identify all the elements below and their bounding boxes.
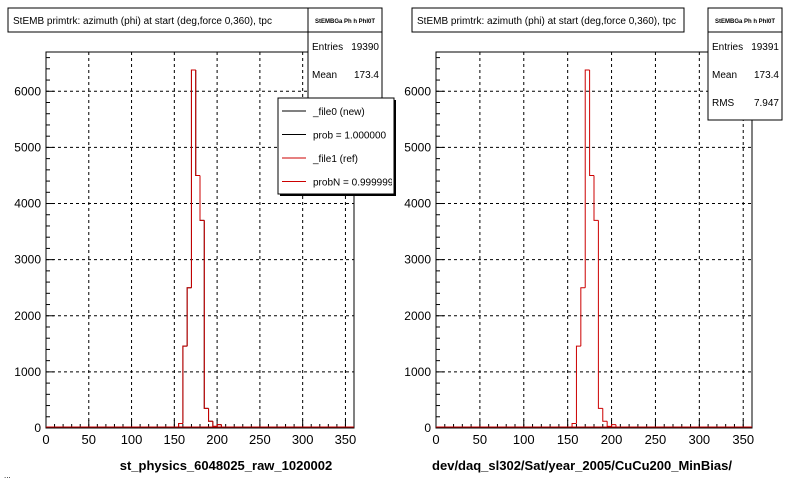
y-tick-label: 0 — [424, 421, 431, 435]
histogram-bin — [589, 69, 594, 176]
histogram-bin — [182, 345, 188, 424]
stats-label: Mean — [712, 70, 737, 81]
histogram-bin — [178, 423, 183, 427]
histogram-bin — [580, 287, 586, 347]
histogram-bin — [212, 421, 218, 427]
y-tick-label: 1000 — [14, 365, 41, 379]
histogram-bin — [575, 345, 581, 424]
y-tick-label: 0 — [34, 421, 41, 435]
x-tick-label: 0 — [432, 432, 439, 447]
x-tick-label: 350 — [732, 432, 754, 447]
stats-value: 173.4 — [354, 70, 379, 81]
stats-label: Entries — [312, 42, 343, 53]
stats-label: RMS — [712, 98, 735, 109]
y-tick-label: 2000 — [14, 309, 41, 323]
histogram-series-2 — [46, 69, 354, 428]
x-tick-label: 200 — [601, 432, 623, 447]
stats-name: StEMBGa Ph h PhI0T — [715, 19, 775, 25]
histogram-bin — [186, 287, 192, 347]
x-tick-label: 100 — [513, 432, 535, 447]
stats-value: 19390 — [351, 42, 379, 53]
y-tick-label: 4000 — [404, 197, 431, 211]
y-tick-label: 1000 — [404, 365, 431, 379]
stats-name: StEMBGa Ph h PhI0T — [315, 19, 375, 25]
stats-label: Mean — [312, 70, 337, 81]
x-tick-label: 50 — [82, 432, 96, 447]
x-tick-label: 300 — [292, 432, 314, 447]
x-tick-label: 50 — [473, 432, 487, 447]
legend-label: probN = 0.999999 — [313, 178, 394, 189]
histogram-panel-1: 0 50 100 150 200 250 300 350 0 1000 2000 3000 4000 50… — [7, 7, 396, 473]
legend-box — [277, 97, 395, 195]
stats-value: 173.4 — [754, 70, 779, 81]
x-tick-label: 150 — [557, 432, 579, 447]
legend-label: prob = 1.000000 — [313, 131, 387, 142]
histogram-bin — [602, 408, 608, 422]
x-axis-label: dev/daq_sl302/Sat/year_2005/CuCu200_MinB… — [432, 458, 732, 473]
histogram-series-1 — [436, 69, 752, 428]
histogram-bin — [615, 424, 621, 428]
histogram-bin — [611, 424, 616, 427]
y-tick-label: 6000 — [404, 84, 431, 98]
x-tick-label: 150 — [163, 432, 185, 447]
chart-title: StEMB primtrk: azimuth (phi) at start (d… — [417, 16, 676, 27]
x-tick-label: 300 — [688, 432, 710, 447]
x-axis-label: st_physics_6048025_raw_1020002 — [120, 458, 333, 473]
histogram-bin — [571, 423, 577, 427]
histogram-bin — [597, 220, 603, 409]
y-tick-label: 6000 — [14, 84, 41, 98]
histogram-bin — [606, 421, 612, 427]
x-tick-label: 0 — [42, 432, 49, 447]
histogram-bin — [220, 424, 226, 428]
footer-partial-text: ... — [4, 471, 11, 480]
title-box — [411, 7, 685, 33]
stats-value: 7.947 — [754, 98, 779, 109]
x-tick-label: 250 — [645, 432, 667, 447]
stats-box — [307, 7, 383, 99]
x-tick-label: 350 — [335, 432, 357, 447]
x-tick-label: 250 — [249, 432, 271, 447]
histogram-bin — [203, 220, 209, 409]
histogram-bin — [593, 175, 599, 221]
legend-label: _file0 (new) — [312, 107, 365, 118]
histogram-bin — [195, 69, 200, 176]
histogram-bin — [208, 408, 213, 422]
y-tick-label: 3000 — [404, 253, 431, 267]
stats-box — [707, 7, 783, 121]
y-tick-label: 5000 — [404, 140, 431, 154]
y-tick-label: 3000 — [14, 253, 41, 267]
y-tick-label: 4000 — [14, 197, 41, 211]
stats-value: 19391 — [751, 42, 779, 53]
histogram-bin — [190, 69, 196, 288]
x-tick-label: 200 — [206, 432, 228, 447]
histogram-panel-2: 0 50 100 150 200 250 300 350 0 1000 2000 3000 4000 50… — [404, 7, 783, 473]
y-tick-label: 5000 — [14, 140, 41, 154]
y-tick-label: 2000 — [404, 309, 431, 323]
histogram-bin — [216, 424, 222, 427]
histogram-bin — [199, 175, 205, 221]
x-tick-label: 100 — [121, 432, 143, 447]
legend-label: _file1 (ref) — [312, 154, 358, 165]
histogram-bin — [584, 69, 590, 288]
title-box — [7, 7, 311, 33]
chart-title: StEMB primtrk: azimuth (phi) at start (d… — [13, 16, 272, 27]
stats-label: Entries — [712, 42, 743, 53]
